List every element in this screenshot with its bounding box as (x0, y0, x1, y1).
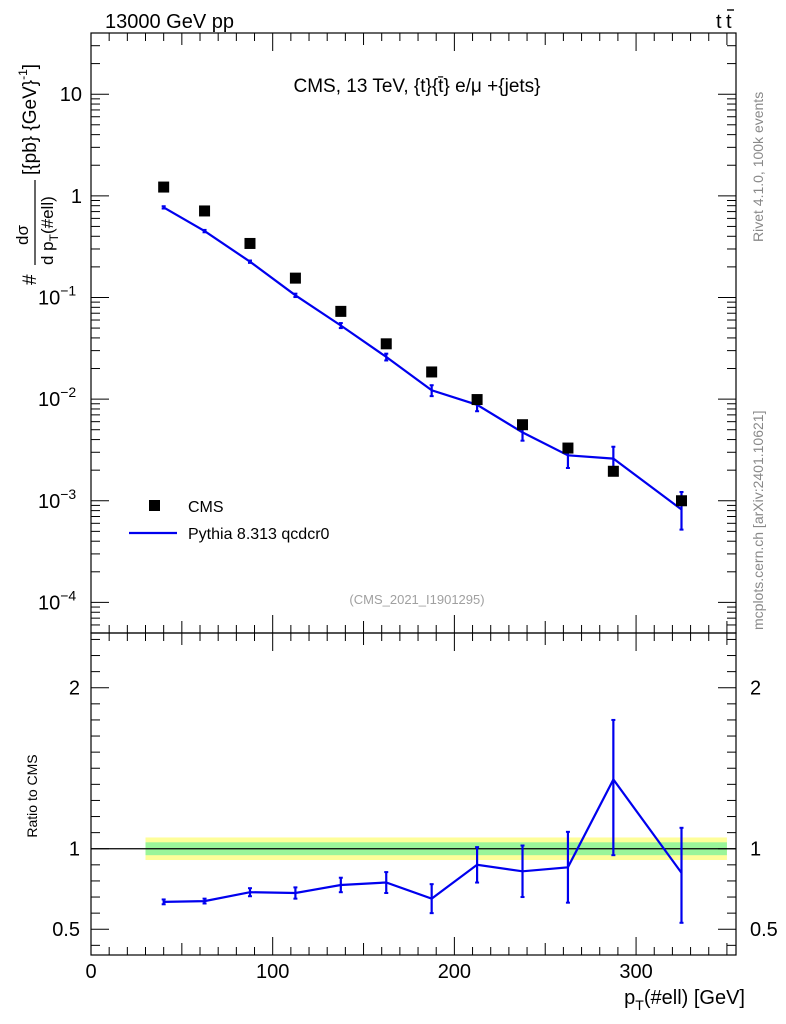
x-tick-labels: 0 100 200 300 (85, 961, 652, 983)
ratio-panel-frame (90, 632, 737, 956)
ratio-y-tick-label-right: 2 (750, 678, 761, 700)
ratio-axis-ticks (90, 633, 736, 955)
cms-data-point (158, 181, 170, 193)
main-y-axis-label-visual: # (20, 274, 41, 285)
ratio-y-tick-label-left: 2 (69, 678, 80, 700)
main-axis-ticks (90, 32, 736, 634)
x-axis-label-visual: pT(#ell) [GeV] (624, 987, 745, 1013)
main-y-tick-label: 10−1 (38, 282, 76, 309)
legend-mc-label: Pythia 8.313 qcdcr0 (188, 526, 330, 543)
cms-data-point (517, 419, 529, 431)
cms-data-point (607, 465, 619, 477)
x-tick-label: 300 (619, 961, 652, 983)
watermark: (CMS_2021_I1901295) (349, 592, 484, 607)
cms-data-point (289, 272, 301, 284)
mc-line (163, 206, 683, 511)
rivet-label: Rivet 4.1.0, 100k events (750, 92, 766, 242)
x-axis-label: p_T(#ell) [GeV] pT(#ell) [GeV] (624, 987, 745, 1013)
legend-cms-marker (149, 500, 160, 511)
cms-data-point (471, 394, 483, 406)
ratio-y-tick-labels: 0.5 0.5 1 1 2 2 (52, 678, 778, 942)
ratio-line (163, 777, 683, 903)
cms-data-point (562, 442, 574, 454)
main-y-axis-label-units: [{pb} {GeV}-1] (16, 64, 41, 175)
header-right-bar: t (726, 11, 732, 33)
ratio-y-tick-label-left: 1 (69, 839, 80, 861)
main-title: CMS, 13 TeV, {t}{t̄} e/μ +{jets} (293, 76, 540, 97)
ratio-y-axis-label: Ratio to CMS (24, 754, 40, 837)
mcplots-label: mcplots.cern.ch [arXiv:2401.10621] (750, 411, 766, 630)
main-y-axis-label: # dσ / d p_T(#ell) [{pb} {GeV}^-1] # dσ … (13, 64, 61, 285)
legend: CMS Pythia 8.313 qcdcr0 (129, 499, 330, 543)
ratio-y-tick-label-right: 0.5 (750, 919, 778, 941)
main-y-tick-label: 10 (60, 84, 82, 106)
header-right: t t (716, 9, 734, 33)
cms-data-point (244, 237, 256, 249)
cms-data-point (380, 338, 392, 350)
cms-data-point (199, 205, 211, 217)
main-panel-frame (90, 32, 737, 634)
main-y-axis-label-den: d pT(#ell) (38, 196, 61, 265)
main-y-tick-label: 10−4 (38, 587, 76, 614)
ratio-y-tick-label-right: 1 (750, 839, 761, 861)
header-left: 13000 GeV pp (105, 11, 234, 33)
cms-data-point (335, 305, 347, 317)
main-y-tick-label: 10−2 (38, 384, 76, 411)
main-y-axis-label-num: dσ (13, 225, 32, 245)
main-y-tick-label: 10−3 (38, 486, 76, 513)
cms-data-points (158, 181, 687, 507)
x-tick-label: 200 (438, 961, 471, 983)
main-y-tick-labels: 10 1 10−1 10−2 10−3 10−4 (38, 84, 82, 614)
x-tick-label: 100 (256, 961, 289, 983)
x-tick-label: 0 (85, 961, 96, 983)
cms-data-point (675, 495, 687, 507)
ratio-error-bars (161, 718, 684, 924)
header-right-base: t (716, 11, 722, 33)
ratio-y-tick-label-left: 0.5 (52, 919, 80, 941)
cms-data-point (426, 366, 438, 378)
main-y-tick-label: 1 (71, 186, 82, 208)
legend-cms-label: CMS (188, 499, 224, 516)
